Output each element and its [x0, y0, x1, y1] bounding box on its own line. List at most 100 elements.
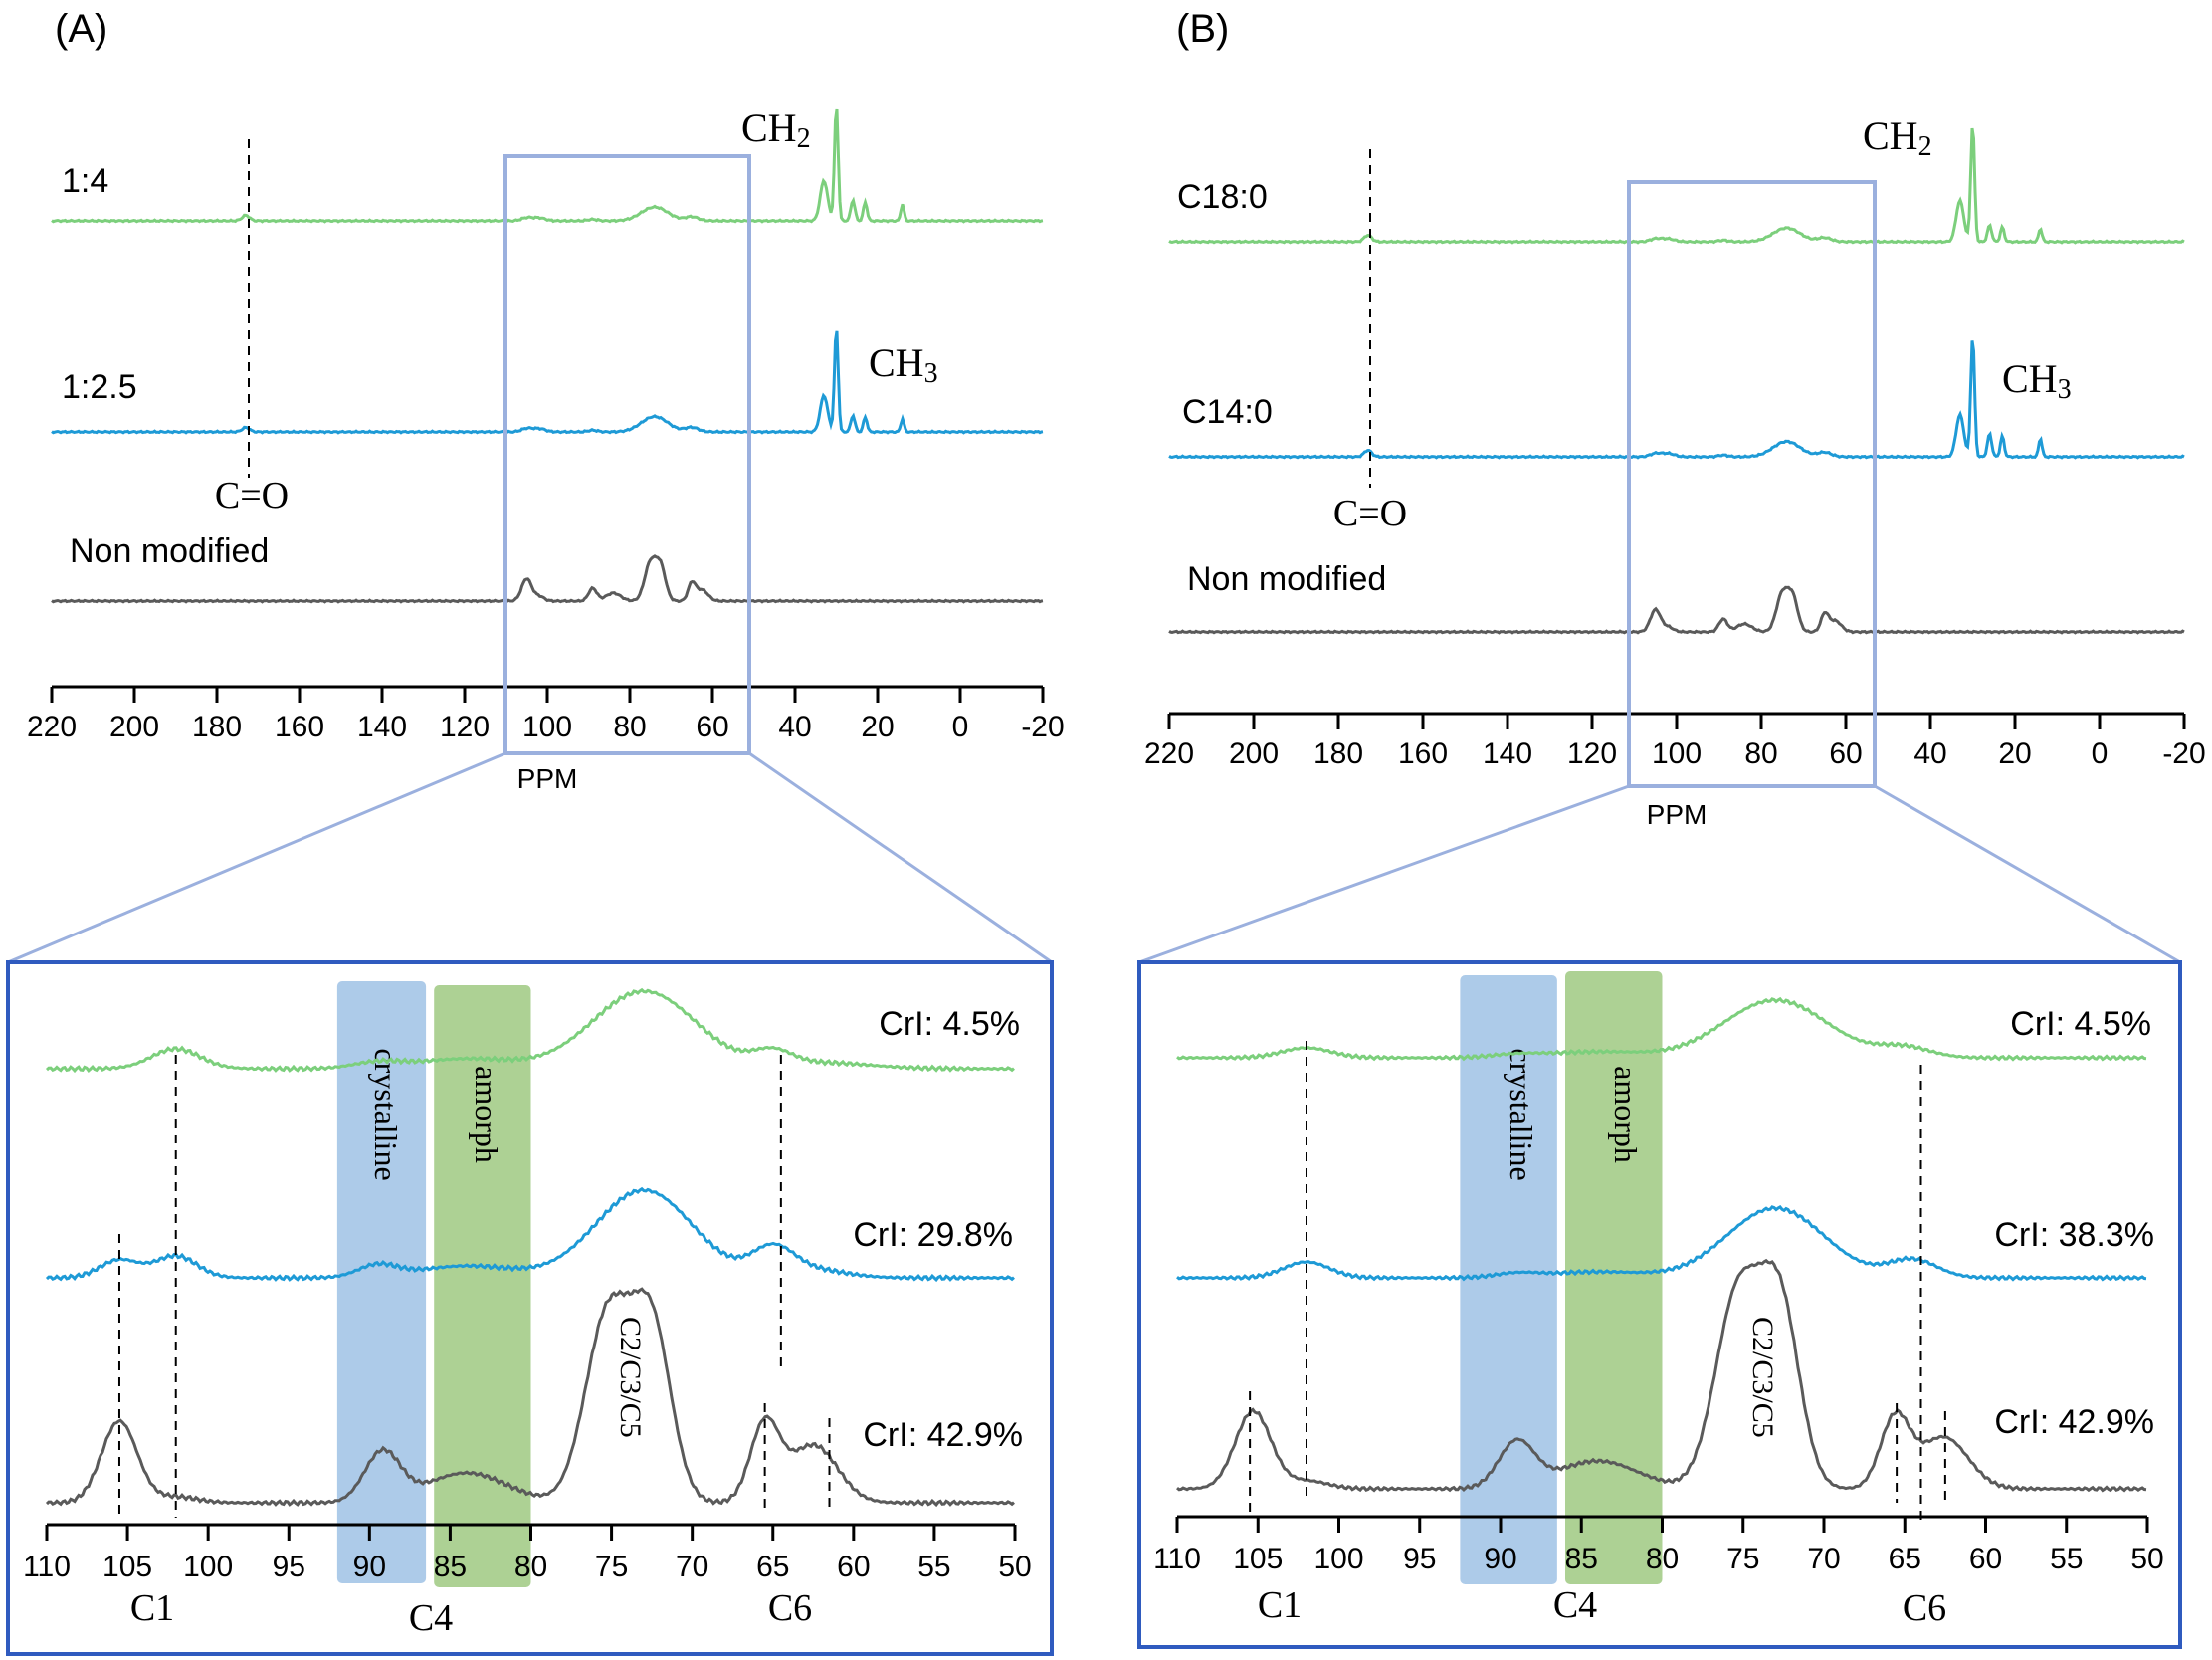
panel-a-tick-label: 80 — [613, 711, 646, 743]
panel-a-tick-label: 120 — [440, 711, 490, 743]
zoom-a-x-ticks: 110 105 100 95 90 85 80 75 70 65 60 55 50 — [23, 1525, 1032, 1583]
panel-b-tick-label: 180 — [1313, 737, 1363, 770]
zoom-a-tick-label: 85 — [434, 1551, 467, 1583]
zoom-a-c2c3c5-label: C2/C3/C5 — [614, 1317, 647, 1438]
zoom-a-tick-label: 110 — [23, 1551, 71, 1583]
panel-b-tick-label: 40 — [1913, 737, 1946, 770]
panel-a-zoom-connector-right — [748, 751, 1053, 964]
panel-b-x-axis-label: PPM — [1647, 799, 1708, 830]
zoom-b-reference-lines — [1249, 1041, 1946, 1523]
zoom-a-line-1-4 — [45, 987, 1015, 1074]
zoom-a-frame — [6, 960, 1054, 1656]
panel-a-tick-label: 100 — [522, 711, 572, 743]
panel-a-label: (A) — [55, 7, 107, 51]
panel-a-ch3-label: CH3 — [869, 340, 938, 389]
panel-b-ch2-label: CH2 — [1863, 113, 1932, 162]
panel-a-zoom-box — [503, 154, 751, 755]
panel-a-tick-label: 20 — [861, 711, 894, 743]
zoom-b-tick-label: 100 — [1313, 1543, 1363, 1575]
panel-a-series-1-label: 1:4 — [62, 162, 108, 200]
zoom-b-cri-2: CrI: 38.3% — [1994, 1216, 2154, 1254]
panel-a-zoom-connector-left — [7, 751, 506, 964]
zoom-b-amorph-label: amorph — [1608, 1066, 1644, 1163]
panel-b-tick-label: 80 — [1744, 737, 1777, 770]
zoom-b-line-c18 — [1176, 996, 2147, 1062]
panel-b-tick-label: 160 — [1398, 737, 1448, 770]
zoom-b-tick-label: 55 — [2050, 1543, 2083, 1575]
zoom-b-tick-label: 60 — [1969, 1543, 2002, 1575]
panel-b-co-label: C=O — [1333, 493, 1407, 534]
panel-a-tick-label: -20 — [1021, 711, 1064, 743]
zoom-a: crystalline amorph CrI: 4.5% CrI: 29.8% … — [6, 960, 1054, 1656]
zoom-a-tick-label: 65 — [756, 1551, 789, 1583]
panel-a-ch2-label: CH2 — [741, 105, 811, 154]
panel-a: (A) 1:4 1:2.5 Non modified C=O CH2 CH3 2… — [7, 7, 1065, 964]
zoom-b-amorph-band — [1565, 971, 1663, 1584]
zoom-a-reference-lines — [117, 1055, 831, 1518]
panel-a-line-1-4 — [51, 108, 1044, 224]
panel-b-tick-label: -20 — [2162, 737, 2205, 770]
zoom-a-tick-label: 105 — [102, 1551, 152, 1583]
zoom-b-tick-label: 105 — [1233, 1543, 1283, 1575]
zoom-b-line-non-modified — [1176, 1258, 2147, 1493]
panel-a-co-label: C=O — [215, 475, 289, 517]
panel-a-x-axis-label: PPM — [517, 763, 578, 794]
panel-b-tick-label: 140 — [1483, 737, 1532, 770]
zoom-b-line-c14 — [1176, 1204, 2147, 1282]
zoom-a-c4-label: C4 — [409, 1597, 453, 1639]
zoom-b-crystalline-label: crystalline — [1504, 1048, 1539, 1180]
zoom-b-c1-label: C1 — [1258, 1584, 1302, 1626]
zoom-b-tick-label: 95 — [1403, 1543, 1436, 1575]
zoom-b-tick-label: 110 — [1153, 1543, 1201, 1575]
panel-a-tick-label: 180 — [192, 711, 242, 743]
zoom-b: crystalline amorph CrI: 4.5% CrI: 38.3% … — [1137, 960, 2182, 1649]
panel-b-tick-label: 60 — [1829, 737, 1862, 770]
panel-a-series-2-label: 1:2.5 — [62, 368, 137, 406]
panel-b-line-c14 — [1168, 340, 2185, 460]
zoom-a-tick-label: 100 — [183, 1551, 233, 1583]
zoom-b-tick-label: 85 — [1565, 1543, 1598, 1575]
zoom-a-crystalline-label: crystalline — [368, 1048, 404, 1180]
zoom-a-cri-2: CrI: 29.8% — [853, 1216, 1013, 1254]
zoom-b-cri-1: CrI: 4.5% — [2010, 1005, 2151, 1043]
zoom-b-crystalline-band — [1460, 975, 1557, 1584]
zoom-b-tick-label: 90 — [1484, 1543, 1516, 1575]
panel-b-zoom-connector-left — [1138, 784, 1630, 964]
panel-a-tick-label: 0 — [952, 711, 969, 743]
panel-a-tick-label: 220 — [27, 711, 77, 743]
panel-b-tick-label: 200 — [1229, 737, 1279, 770]
zoom-a-cri-3: CrI: 42.9% — [863, 1416, 1023, 1454]
panel-b-series-2-label: C14:0 — [1182, 393, 1273, 431]
zoom-b-c6-label: C6 — [1903, 1587, 1946, 1629]
zoom-b-c4-label: C4 — [1553, 1584, 1597, 1626]
zoom-a-tick-label: 55 — [917, 1551, 950, 1583]
zoom-a-tick-label: 60 — [837, 1551, 870, 1583]
panel-a-tick-label: 200 — [109, 711, 159, 743]
panel-b-zoom-box — [1627, 180, 1877, 788]
panel-b-tick-label: 120 — [1567, 737, 1617, 770]
zoom-a-line-1-2-5 — [45, 1186, 1015, 1283]
zoom-a-line-non-modified — [45, 1287, 1015, 1508]
zoom-a-c6-label: C6 — [768, 1587, 812, 1629]
zoom-a-c1-label: C1 — [130, 1587, 174, 1629]
panel-a-series-3-label: Non modified — [70, 532, 269, 570]
zoom-a-tick-label: 50 — [998, 1551, 1031, 1583]
panel-a-tick-label: 60 — [696, 711, 728, 743]
panel-a-line-1-2-5 — [51, 330, 1044, 435]
panel-a-tick-label: 140 — [357, 711, 407, 743]
zoom-a-crystalline-band — [336, 981, 427, 1583]
zoom-b-x-ticks: 110 105 100 95 90 85 80 75 70 65 60 55 50 — [1153, 1517, 2164, 1575]
zoom-a-amorph-band — [434, 985, 531, 1587]
panel-a-tick-label: 160 — [275, 711, 324, 743]
zoom-b-tick-label: 75 — [1726, 1543, 1759, 1575]
panel-b-tick-label: 0 — [2092, 737, 2109, 770]
panel-b-x-ticks: 220 200 180 160 140 120 100 80 60 40 20 0 -20 — [1144, 714, 2206, 770]
panel-a-line-non-modified — [51, 554, 1044, 604]
zoom-a-tick-label: 80 — [514, 1551, 547, 1583]
panel-b-series-3-label: Non modified — [1187, 560, 1386, 598]
zoom-b-c2c3c5-label: C2/C3/C5 — [1746, 1317, 1779, 1438]
panel-a-tick-label: 40 — [778, 711, 811, 743]
panel-b: (B) C18:0 C14:0 Non modified C=O CH2 CH3… — [1138, 7, 2206, 964]
zoom-a-tick-label: 75 — [595, 1551, 628, 1583]
